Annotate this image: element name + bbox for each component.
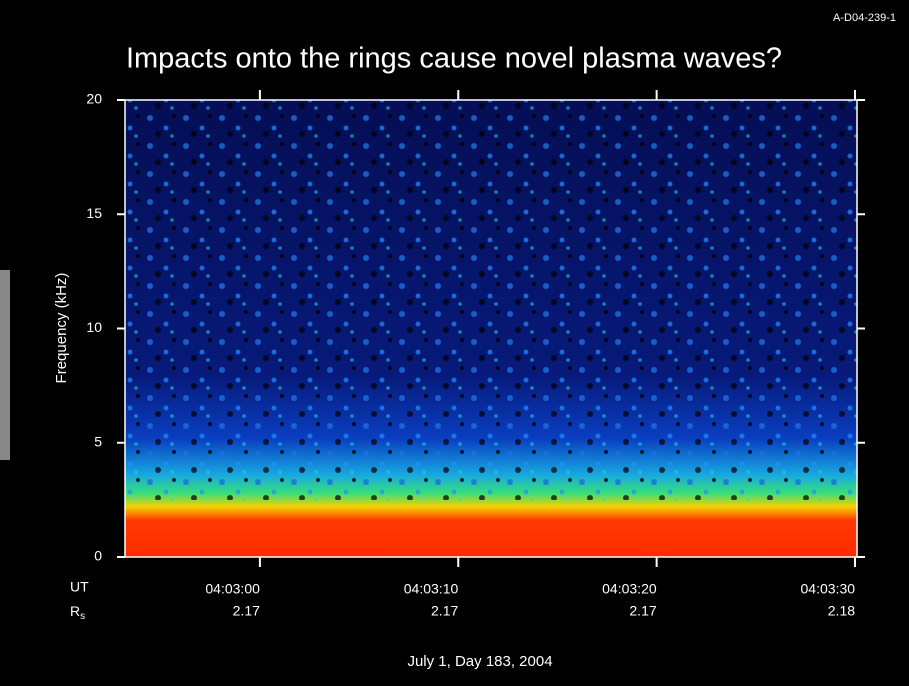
y-axis-label: Frequency (kHz) [53, 273, 70, 384]
y-tick-label: 0 [94, 548, 102, 564]
x-tick-label: 04:03:20 [602, 581, 657, 597]
x-tick-label: 04:03:30 [801, 581, 856, 597]
rs-base: R [70, 603, 80, 619]
rs-value: 2.17 [233, 603, 260, 619]
edge-strip [0, 270, 10, 460]
x-tick-label: 04:03:00 [205, 581, 260, 597]
rs-value: 2.18 [828, 603, 855, 619]
rs-value: 2.17 [629, 603, 656, 619]
rs-row-label: Rs [70, 603, 85, 622]
y-tick-label: 10 [86, 319, 102, 335]
figure-code: A-D04-239-1 [833, 12, 896, 24]
ut-row-label: UT [70, 579, 89, 595]
x-tick-label: 04:03:10 [404, 581, 459, 597]
rs-sub: s [80, 611, 85, 622]
rs-value: 2.17 [431, 603, 458, 619]
spectrogram-texture [125, 100, 857, 500]
y-tick-label: 5 [94, 433, 102, 449]
chart-title: Impacts onto the rings cause novel plasm… [126, 43, 782, 75]
x-axis-label: July 1, Day 183, 2004 [407, 653, 552, 670]
y-tick-label: 15 [86, 205, 102, 221]
y-tick-label: 20 [86, 91, 102, 107]
